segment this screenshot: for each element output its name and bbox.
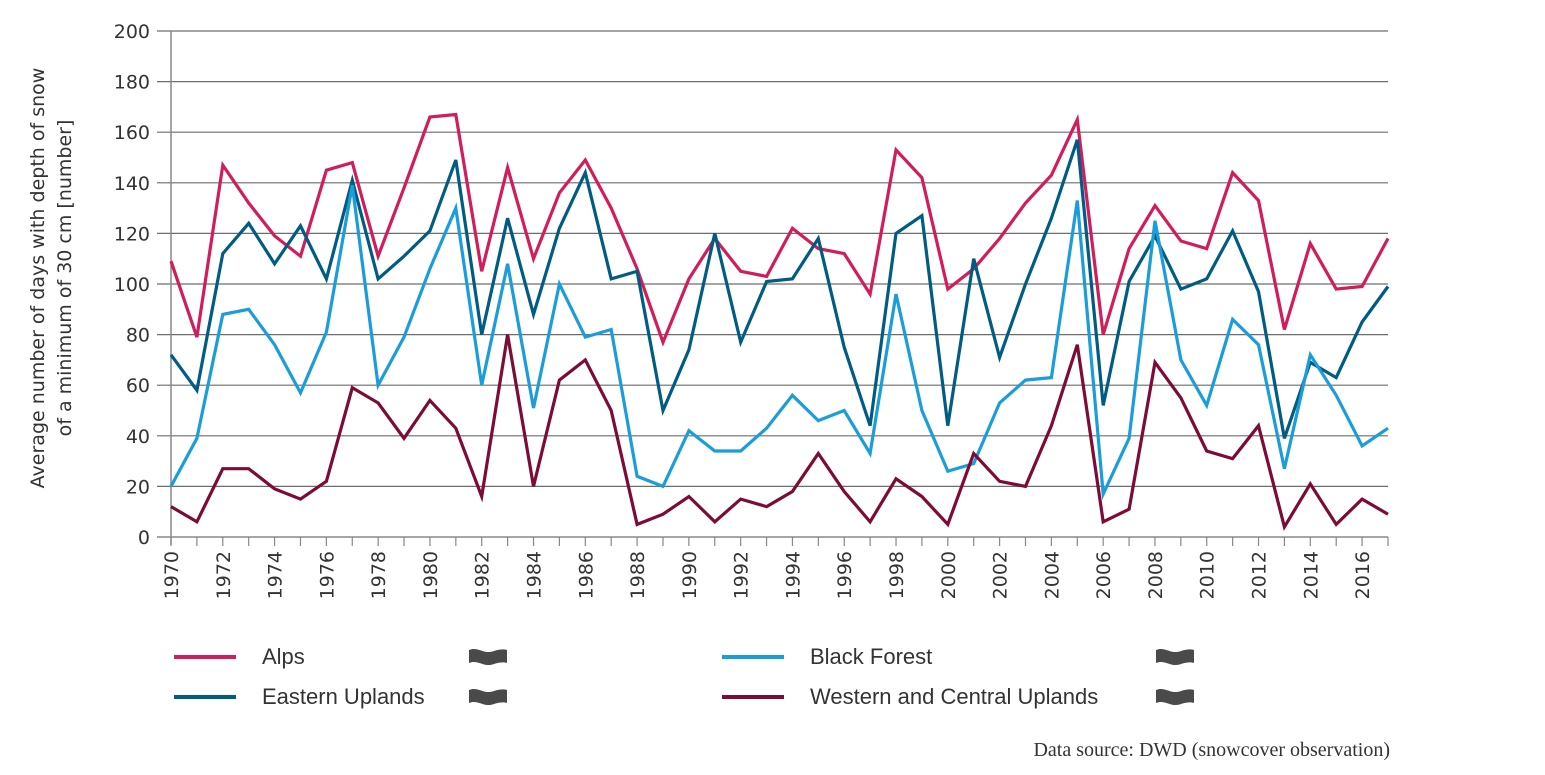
legend-swatch-black-forest bbox=[722, 655, 784, 659]
y-tick-label: 180 bbox=[114, 72, 150, 94]
x-tick-label: 1998 bbox=[886, 551, 908, 599]
x-tick-label: 1982 bbox=[472, 551, 494, 599]
x-tick-label: 1994 bbox=[782, 551, 804, 599]
legend-swatch-western-central-uplands bbox=[722, 695, 784, 699]
x-tick-label: 2012 bbox=[1249, 551, 1271, 599]
x-tick-label: 1974 bbox=[265, 551, 287, 599]
x-tick-label: 1990 bbox=[679, 551, 701, 599]
y-tick-label: 40 bbox=[126, 426, 150, 448]
x-tick-label: 1986 bbox=[575, 551, 597, 599]
y-axis-title: Average number of days with depth of sno… bbox=[27, 68, 76, 489]
x-tick-label: 1972 bbox=[213, 551, 235, 599]
x-tick-label: 1992 bbox=[731, 551, 753, 599]
y-axis-title-line-2: of a minimum of 30 cm [number] bbox=[54, 120, 76, 437]
legend-label: Alps bbox=[262, 644, 305, 669]
legend-label: Black Forest bbox=[810, 644, 933, 669]
legend-label: Western and Central Uplands bbox=[810, 684, 1099, 709]
series-lines bbox=[169, 112, 1390, 532]
y-tick-label: 160 bbox=[114, 122, 150, 144]
x-tick-label: 2004 bbox=[1041, 551, 1063, 599]
y-tick-label: 20 bbox=[126, 476, 150, 498]
x-tick-label: 1970 bbox=[161, 551, 183, 599]
x-axis: 1970 1972 1974 1976 1978 1980 1982 1984 1986 1988… bbox=[161, 31, 1389, 599]
x-tick-label: 2010 bbox=[1197, 551, 1219, 599]
data-source-note: Data source: DWD (snowcover observation) bbox=[1033, 739, 1390, 761]
x-tick-label: 2000 bbox=[938, 551, 960, 599]
x-tick-label: 1980 bbox=[420, 551, 442, 599]
x-tick-label: 1976 bbox=[316, 551, 338, 599]
x-tick-label: 2002 bbox=[990, 551, 1012, 599]
series-line-alps bbox=[169, 112, 1390, 347]
y-tick-label: 120 bbox=[114, 223, 150, 245]
y-tick-label: 60 bbox=[126, 375, 150, 397]
x-tick-label: 2006 bbox=[1093, 551, 1115, 599]
y-tick-label: 80 bbox=[126, 325, 150, 347]
gridlines bbox=[157, 30, 1388, 538]
y-tick-label: 0 bbox=[138, 527, 150, 549]
x-tick-label: 1988 bbox=[627, 551, 649, 599]
x-tick-label: 2008 bbox=[1145, 551, 1167, 599]
y-tick-label: 140 bbox=[114, 173, 150, 195]
series-line-western-and-central-uplands bbox=[170, 334, 1389, 532]
y-axis-title-line-1: Average number of days with depth of sno… bbox=[27, 68, 49, 489]
series-line-eastern-uplands bbox=[169, 139, 1390, 439]
legend-item-eastern-uplands[interactable]: Eastern Uplands bbox=[174, 682, 425, 712]
legend-item-alps[interactable]: Alps bbox=[174, 642, 305, 672]
x-tick-label: 1978 bbox=[368, 551, 390, 599]
legend-swatch-eastern-uplands bbox=[174, 695, 236, 699]
legend-item-black-forest[interactable]: Black Forest bbox=[722, 642, 932, 672]
x-tick-label: 1996 bbox=[834, 551, 856, 599]
x-tick-label: 2016 bbox=[1352, 551, 1374, 599]
legend-item-western-central-uplands[interactable]: Western and Central Uplands bbox=[722, 682, 1098, 712]
x-tick-label: 2014 bbox=[1300, 551, 1322, 599]
x-tick-label: 1984 bbox=[524, 551, 546, 599]
y-tick-label: 200 bbox=[114, 21, 150, 43]
series-line-black-forest bbox=[169, 185, 1389, 501]
y-axis-ticks: 0 20 40 60 80 100 120 140 160 180 200 bbox=[114, 21, 150, 549]
legend-swatch-alps bbox=[174, 655, 236, 659]
legend-label: Eastern Uplands bbox=[262, 684, 425, 709]
y-tick-label: 100 bbox=[114, 274, 150, 296]
